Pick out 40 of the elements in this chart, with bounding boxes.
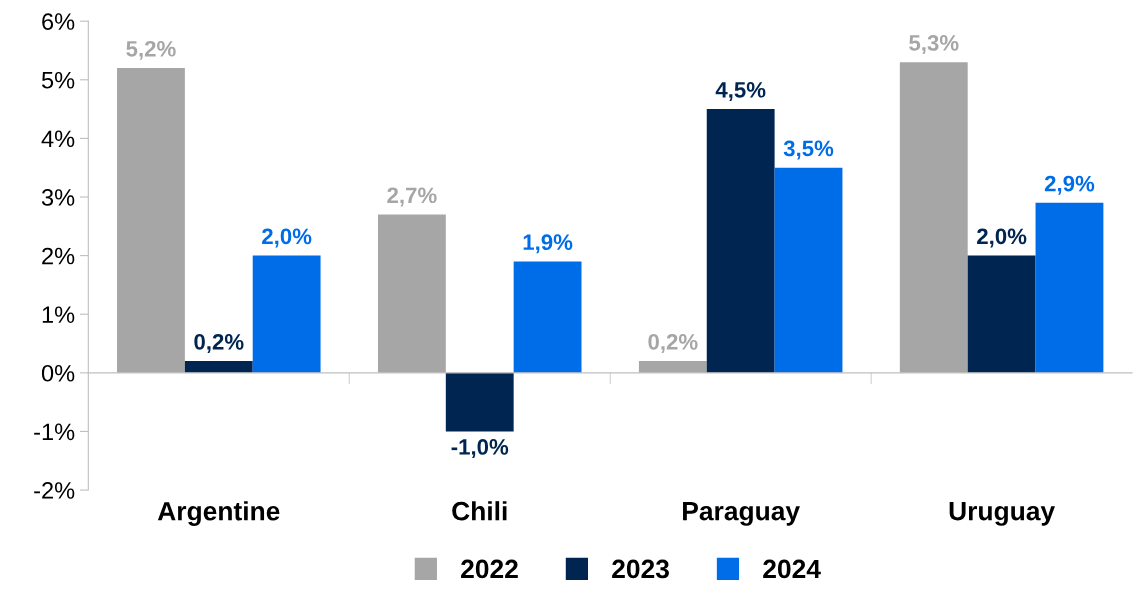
bar bbox=[445, 372, 514, 432]
x-tick-label: Argentine bbox=[157, 501, 280, 526]
data-label: 1,9% bbox=[523, 234, 573, 254]
bar bbox=[252, 255, 321, 373]
y-tick-label: -2% bbox=[34, 482, 75, 499]
y-tick-label: 0% bbox=[41, 364, 75, 382]
data-label: 2,9% bbox=[1044, 175, 1095, 195]
bar bbox=[899, 62, 968, 373]
y-tick-label: 1% bbox=[42, 306, 75, 323]
data-label: -1,0% bbox=[451, 439, 509, 459]
data-label: 2,0% bbox=[977, 228, 1027, 248]
y-tick-label: 6% bbox=[42, 13, 75, 30]
y-tick-label: 3% bbox=[41, 189, 75, 206]
data-label: 3,5% bbox=[783, 140, 834, 160]
data-label: 4,5% bbox=[715, 81, 766, 101]
bar bbox=[184, 361, 253, 373]
bar bbox=[967, 255, 1036, 373]
data-label: 2,0% bbox=[262, 228, 312, 248]
data-label: 5,3% bbox=[909, 35, 959, 54]
x-tick-label: Uruguay bbox=[949, 502, 1055, 526]
legend-label: 2023 bbox=[612, 559, 669, 579]
data-label: 2,7% bbox=[387, 187, 437, 207]
bar bbox=[706, 109, 775, 373]
y-tick-label: 5% bbox=[41, 71, 75, 89]
bar bbox=[1035, 202, 1104, 373]
bar bbox=[774, 167, 843, 373]
x-tick-label: Paraguay bbox=[683, 502, 800, 526]
bar bbox=[513, 261, 582, 373]
bar bbox=[117, 68, 185, 373]
bar bbox=[377, 214, 446, 373]
data-label: 0,2% bbox=[194, 333, 244, 353]
data-label: 5,2% bbox=[126, 40, 176, 60]
x-tick-label: Chili bbox=[452, 501, 507, 521]
legend-label: 2024 bbox=[763, 559, 821, 579]
data-label: 0,2% bbox=[648, 333, 698, 353]
y-tick-label: 2% bbox=[42, 247, 75, 265]
y-tick-label: -1% bbox=[34, 423, 75, 441]
legend-label: 2022 bbox=[461, 559, 518, 579]
bar bbox=[638, 361, 707, 373]
y-tick-label: 4% bbox=[41, 130, 75, 148]
